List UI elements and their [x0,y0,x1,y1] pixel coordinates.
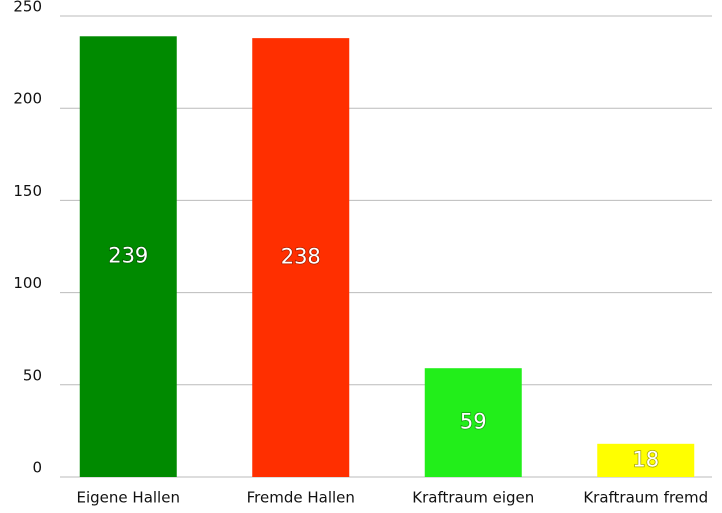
x-tick-label: Kraftraum eigen [412,489,534,507]
data-label: 59 [460,410,487,434]
y-tick-label: 50 [23,366,42,384]
x-tick-label: Kraftraum fremd [583,489,708,507]
x-tick-label: Fremde Hallen [247,489,355,507]
page: {"chart_data": {"type": "bar", "categori… [0,0,722,513]
y-tick-label: 150 [13,182,42,200]
data-label: 239 [108,244,148,268]
y-tick-label: 0 [32,459,42,477]
y-tick-label: 100 [13,274,42,292]
chart: 0 50 100 150 200 250 Eigene Hallen 239 Fremde Ha… [0,0,722,513]
x-tick-label: Eigene Hallen [77,489,180,507]
y-tick-label: 250 [13,0,42,16]
y-tick-label: 200 [13,90,42,108]
data-label: 18 [632,447,659,471]
data-label: 238 [281,245,321,269]
